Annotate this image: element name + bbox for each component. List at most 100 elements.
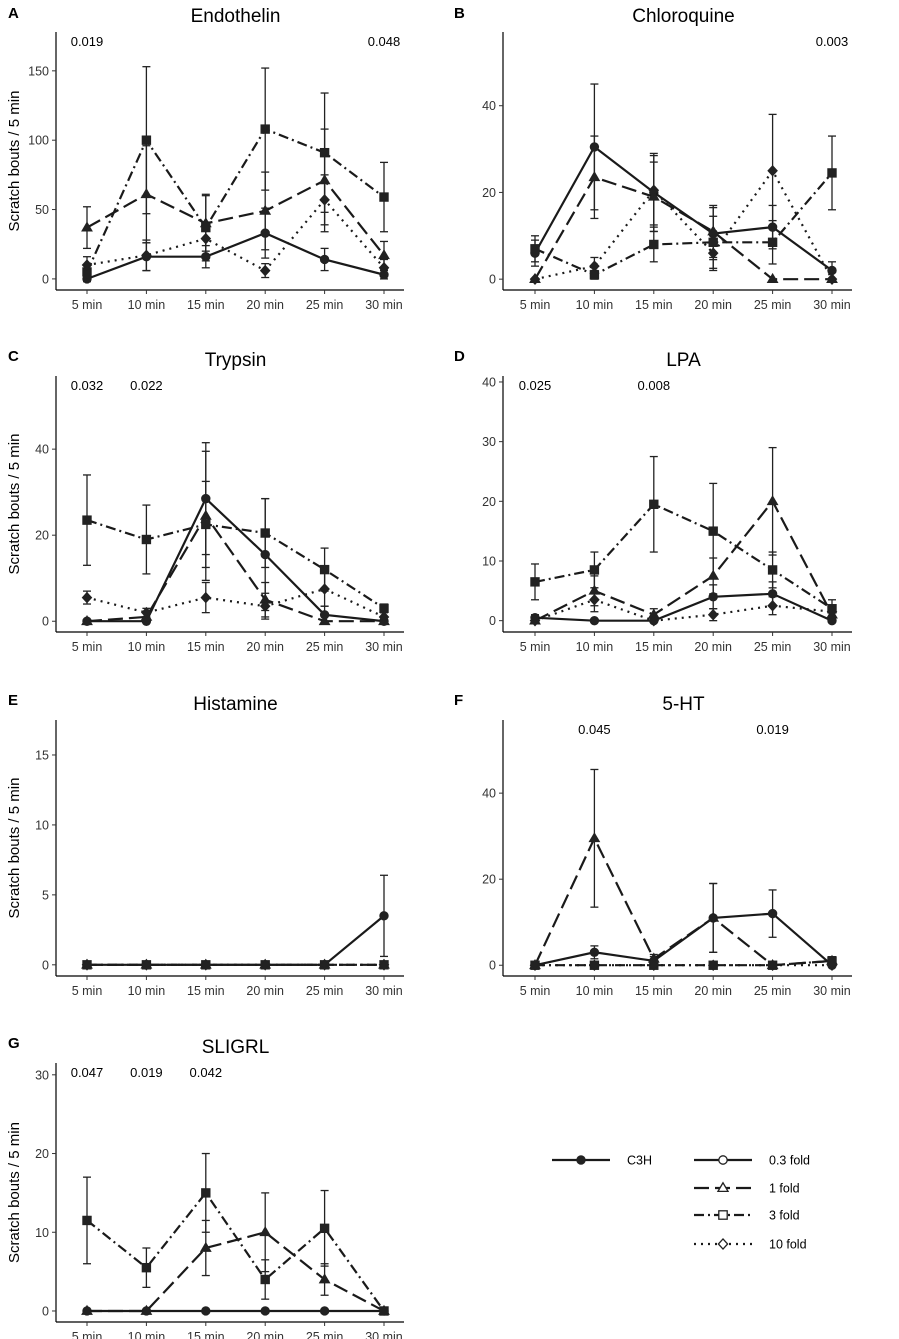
series-10-fold (81, 571, 390, 623)
series-line-3-fold (534, 172, 833, 277)
series-1-fold (81, 128, 390, 270)
y-tick-label: 10 (35, 818, 49, 832)
p-value-annotation: 0.022 (130, 378, 163, 393)
data-point-10-fold (707, 608, 719, 621)
y-tick-label: 0 (42, 958, 49, 972)
legend-entry-0-3-fold: 0.3 fold (694, 1154, 810, 1168)
x-tick-label: 10 min (128, 984, 166, 998)
y-tick-label: 20 (482, 186, 496, 200)
series-line-c3h (87, 496, 385, 623)
x-tick-label: 5 min (72, 298, 103, 312)
series-1-fold (529, 446, 838, 625)
x-tick-label: 15 min (187, 640, 225, 654)
data-point-3-fold (260, 1274, 270, 1285)
data-point-c3h (201, 1306, 211, 1316)
panel-letter: C (8, 348, 19, 365)
x-tick-label: 25 min (306, 1330, 344, 1339)
legend-label: 10 fold (769, 1238, 807, 1252)
series-line-3-fold (534, 502, 833, 610)
panel-title: Endothelin (191, 6, 281, 27)
data-point-3-fold (82, 1215, 92, 1226)
series-line-1-fold (87, 1231, 385, 1313)
x-tick-label: 15 min (187, 984, 225, 998)
series-line-c3h (534, 592, 833, 622)
y-tick-label: 20 (35, 1147, 49, 1161)
data-point-3-fold (649, 499, 659, 509)
panel-histamine: E Histamine 0 5 10 15 5 min 10 min 15 min 20 min 2… (6, 692, 404, 998)
panel-title: Trypsin (205, 350, 267, 371)
panel-chloroquine: B Chloroquine 0 20 40 5 min 10 min 15 min 20 min… (454, 5, 852, 312)
series-c3h (530, 882, 837, 970)
data-point-10-fold (767, 164, 778, 177)
x-tick-label: 20 min (694, 984, 732, 998)
data-point-10-fold (826, 959, 838, 972)
data-point-10-fold (259, 264, 271, 277)
data-point-1-fold (707, 911, 720, 922)
data-point-1-fold (378, 249, 390, 260)
x-tick-label: 15 min (635, 298, 673, 312)
data-point-3-fold (649, 239, 659, 250)
data-point-10-fold (319, 583, 330, 595)
p-value-annotation: 0.019 (130, 1065, 163, 1080)
data-point-3-fold (141, 1262, 152, 1273)
y-axis-label: Scratch bouts / 5 min (6, 434, 23, 575)
y-tick-label: 150 (28, 64, 49, 78)
data-point-10-fold (319, 959, 330, 971)
x-tick-label: 10 min (128, 640, 166, 654)
y-tick-label: 40 (482, 99, 496, 113)
data-point-10-fold (529, 959, 541, 972)
y-tick-label: 20 (482, 873, 496, 887)
p-value-annotation: 0.047 (71, 1065, 104, 1080)
data-point-1-fold (199, 1241, 212, 1252)
legend-label: 3 fold (769, 1209, 800, 1223)
data-point-3-fold (530, 577, 540, 587)
y-tick-label: 20 (35, 529, 49, 543)
x-tick-label: 10 min (128, 1330, 166, 1339)
series-10-fold (81, 174, 390, 279)
data-point-c3h (589, 947, 600, 958)
data-point-10-fold (648, 614, 660, 627)
x-tick-label: 30 min (813, 640, 851, 654)
data-point-10-fold (529, 614, 541, 627)
x-tick-label: 25 min (754, 984, 792, 998)
legend-entry-1-fold: 1 fold (694, 1181, 800, 1196)
legend-entry-c3h: C3H (552, 1154, 652, 1168)
y-axis-label: Scratch bouts / 5 min (6, 778, 23, 919)
p-value-annotation: 0.008 (638, 378, 671, 393)
panel-lpa: D LPA 0 10 20 30 40 5 min 10 min 15 min 20 min 25 m… (454, 348, 852, 654)
data-point-1-fold (81, 221, 93, 232)
data-point-10-fold (141, 249, 152, 262)
data-point-3-fold (201, 519, 211, 530)
series-line-3-fold (86, 519, 385, 610)
data-point-c3h (767, 908, 778, 919)
x-tick-label: 5 min (520, 984, 551, 998)
data-point-10-fold (648, 959, 660, 972)
x-tick-label: 15 min (187, 1330, 225, 1339)
y-tick-label: 20 (482, 495, 496, 509)
panel-letter: F (454, 692, 463, 709)
legend-label: C3H (627, 1154, 652, 1168)
series-10-fold (81, 959, 390, 971)
data-point-10-fold (141, 959, 152, 971)
data-point-3-fold (589, 565, 600, 575)
series-line-10-fold (534, 168, 833, 281)
x-tick-label: 5 min (520, 298, 551, 312)
series-line-3-fold (86, 1191, 385, 1312)
series-c3h (530, 83, 837, 280)
series-3-fold (530, 455, 837, 619)
x-tick-label: 25 min (754, 298, 792, 312)
series-line-1-fold (534, 175, 832, 281)
data-point-1-fold (318, 1273, 331, 1284)
x-tick-label: 30 min (365, 984, 403, 998)
data-point-1-fold (588, 832, 601, 843)
data-point-1-fold (140, 1304, 153, 1315)
y-tick-label: 40 (482, 375, 496, 389)
series-3-fold (82, 66, 389, 280)
y-tick-label: 10 (482, 554, 496, 568)
data-point-3-fold (319, 147, 330, 158)
series-10-fold (529, 587, 838, 627)
series-3-fold (82, 1152, 389, 1316)
data-point-3-fold (201, 1188, 211, 1198)
